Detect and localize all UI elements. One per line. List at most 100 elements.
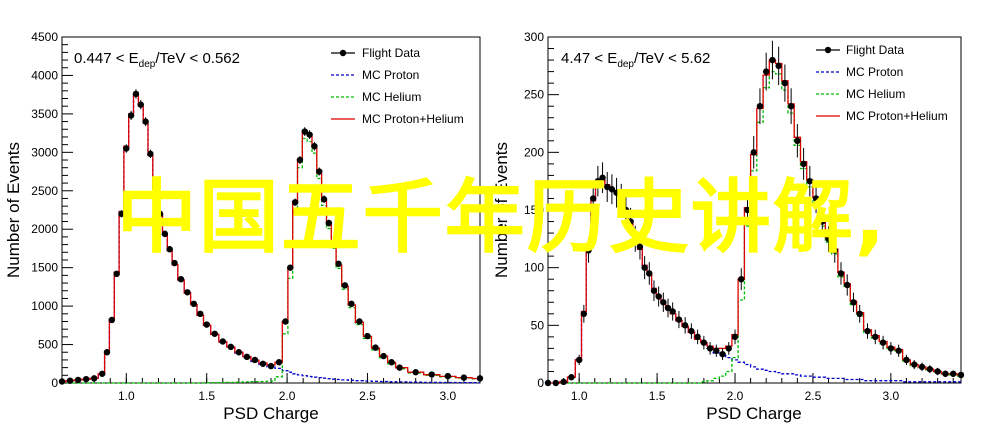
left-data-point (372, 344, 379, 351)
right-data-point (700, 339, 708, 346)
right-data-point (613, 189, 620, 196)
left-data-point (388, 359, 395, 366)
right-data-point (887, 345, 895, 352)
right-x-axis: 1.0 1.5 2.0 2.5 3.0 (547, 373, 954, 403)
right-data-point (903, 356, 910, 364)
right-data-point (831, 247, 838, 254)
left-data-point (335, 260, 342, 268)
right-data-point (819, 218, 826, 225)
right-x-tick-label: 3.0 (883, 389, 900, 403)
right-data-point (738, 276, 745, 283)
left-x-tick-label: 2.0 (279, 389, 296, 403)
left-x-axis: 1.0 1.5 2.0 2.5 3.0 (61, 373, 481, 403)
left-legend: Flight Data MC Proton MC Helium MC Proto… (331, 46, 464, 126)
right-data-point (706, 345, 714, 352)
left-y-tick-label: 2000 (31, 222, 58, 236)
right-data-point (627, 218, 634, 225)
right-data-point (794, 137, 801, 144)
right-data-point (744, 206, 751, 214)
legend-marker-flight-data (824, 46, 832, 54)
left-data-point (66, 377, 74, 384)
left-data-point (267, 362, 275, 370)
left-data-point (103, 349, 111, 356)
left-y-tick-label: 4000 (31, 68, 58, 82)
right-data-point (872, 333, 879, 341)
right-data-point (594, 177, 602, 185)
left-data-point (291, 199, 299, 206)
right-data-point (544, 379, 552, 387)
left-data-point (166, 246, 173, 253)
left-data-point (211, 330, 218, 337)
left-data-point (203, 321, 210, 328)
right-data-point (568, 374, 575, 381)
right-x-tick-label: 1.0 (571, 389, 588, 403)
right-data-point (942, 370, 949, 377)
left-data-point (147, 150, 154, 158)
left-x-tick-label: 3.0 (440, 389, 457, 403)
left-y-label: Number of Events (4, 142, 23, 278)
left-x-label: PSD Charge (223, 404, 318, 423)
right-data-point (725, 345, 732, 352)
right-data-point (608, 186, 616, 193)
right-data-point (762, 68, 770, 75)
right-data-point (895, 347, 902, 354)
left-data-point (82, 375, 90, 383)
left-y-tick-label: 1500 (31, 261, 58, 275)
right-data-point (622, 206, 630, 214)
right-data-point (781, 79, 789, 87)
left-data-point (227, 343, 235, 351)
right-data-point (769, 56, 776, 64)
right-data-point (957, 371, 965, 379)
right-legend-mc-helium: MC Helium (846, 87, 905, 101)
right-x-label: PSD Charge (706, 404, 801, 423)
left-data-point (296, 156, 304, 164)
left-data-point (330, 239, 337, 247)
left-data-point (444, 372, 452, 380)
right-legend-mc-sum: MC Proton+Helium (846, 109, 948, 123)
left-x-tick-label: 2.5 (359, 389, 376, 403)
right-data-point (926, 365, 934, 373)
left-data-point (90, 375, 98, 382)
left-data-point (364, 332, 371, 340)
left-data-point (190, 300, 198, 308)
left-data-point (219, 338, 226, 345)
left-data-point (341, 282, 349, 289)
right-data-point (650, 287, 658, 294)
right-data-point (560, 378, 567, 386)
left-data-point (301, 128, 308, 135)
left-data-point (259, 360, 267, 367)
left-chart: 0 500 1000 1500 2000 2500 3000 3500 4000 4500 1.0… (4, 30, 484, 423)
right-data-point (636, 243, 644, 251)
right-data-point (580, 310, 588, 317)
right-data-point (688, 327, 695, 335)
left-legend-mc-proton: MC Proton (362, 68, 419, 82)
left-y-tick-label: 3500 (31, 107, 58, 121)
right-series (544, 40, 965, 387)
right-annotation-hi: 5.62 (681, 50, 710, 67)
right-y-label: Number of Events (492, 142, 511, 278)
left-data-point (161, 230, 169, 238)
left-annotation: 0.447 < Edep/TeV < 0.562 (74, 50, 240, 70)
right-data-point (552, 379, 559, 387)
left-data-point (113, 270, 120, 278)
right-x-tick-label: 2.5 (805, 389, 822, 403)
left-data-point (74, 376, 82, 384)
left-data-point (251, 356, 259, 364)
right-data-point (655, 293, 662, 300)
left-y-tick-label: 4500 (31, 30, 58, 44)
left-data-point (396, 364, 403, 371)
left-data-point (460, 374, 468, 381)
right-annotation-sub: dep (617, 59, 634, 70)
right-annotation-lo: 4.47 (561, 50, 590, 67)
right-data-point (756, 103, 764, 110)
left-data-point (348, 300, 355, 308)
right-data-point (669, 308, 676, 315)
right-data-point (694, 333, 701, 341)
right-y-tick-label: 200 (524, 145, 544, 159)
left-data-point (171, 259, 178, 267)
right-data-point (664, 304, 672, 312)
right-data-point (632, 235, 639, 243)
right-data-point (800, 160, 807, 168)
left-legend-mc-helium: MC Helium (362, 90, 421, 104)
